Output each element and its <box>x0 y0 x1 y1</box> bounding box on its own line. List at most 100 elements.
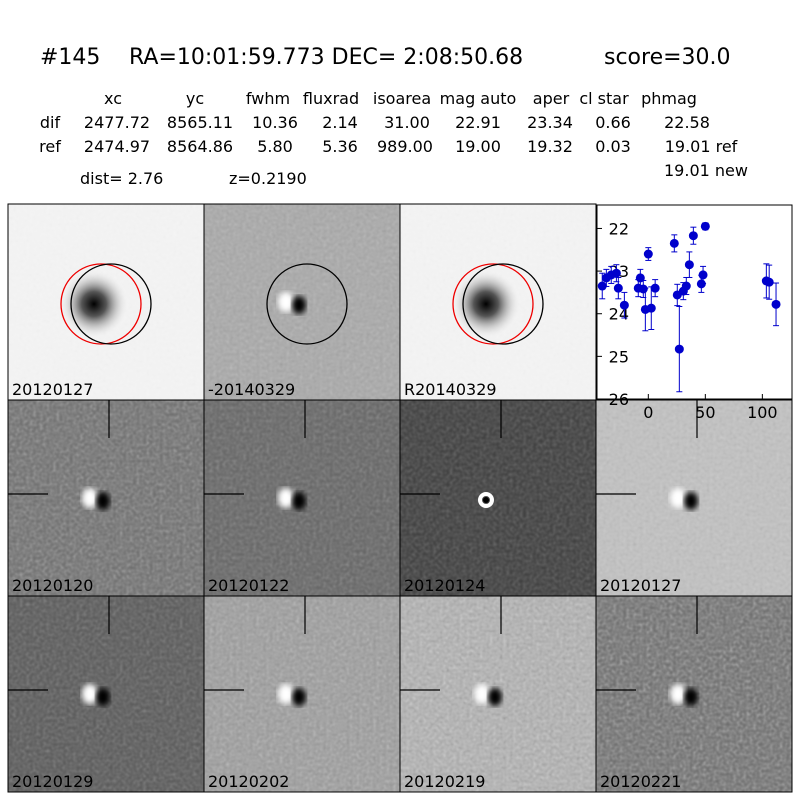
image-panel: 20120120 <box>7 399 205 597</box>
table-cell: 10.36 <box>252 113 298 132</box>
table-cell: 23.34 <box>527 113 573 132</box>
image-panel: 20120219 <box>399 595 597 793</box>
point <box>669 238 679 248</box>
source <box>59 269 129 339</box>
table-cell: 8565.11 <box>167 113 233 132</box>
column-header: fluxrad <box>303 89 359 108</box>
column-header: cl star <box>579 89 629 108</box>
source <box>451 269 521 339</box>
y-tick-label: 22 <box>609 219 629 238</box>
table-cell: 5.80 <box>257 137 293 156</box>
table-cell: dif <box>40 113 61 132</box>
point <box>611 268 621 278</box>
point <box>619 300 629 310</box>
table-cell: 22.91 <box>455 113 501 132</box>
redshift: z=0.2190 <box>229 169 307 188</box>
source-negative <box>488 688 502 706</box>
column-header: xc <box>104 89 122 108</box>
source-positive <box>82 488 98 508</box>
point <box>650 283 660 293</box>
image-panel: 20120127 <box>595 399 793 597</box>
source-negative <box>684 492 698 510</box>
image-panel: 20120127 <box>7 203 205 401</box>
point <box>638 284 648 294</box>
point <box>700 221 710 231</box>
source-positive <box>670 488 686 508</box>
x-tick-label: 100 <box>747 403 778 422</box>
panel-label: -20140329 <box>208 380 295 399</box>
point <box>771 299 781 309</box>
source-negative <box>96 492 110 510</box>
image-panel: 20120122 <box>203 399 401 597</box>
aperture-circle <box>266 263 348 345</box>
source-ring <box>478 492 494 508</box>
source-negative <box>96 688 110 706</box>
image-panel: 20120202 <box>203 595 401 793</box>
panel-label: 20120120 <box>12 576 93 595</box>
column-header: yc <box>186 89 204 108</box>
panel-label: 20120122 <box>208 576 289 595</box>
source-positive <box>474 684 490 704</box>
point <box>764 277 774 287</box>
candidate-id: #145 <box>40 45 100 70</box>
image-panel: R20140329 <box>399 203 597 401</box>
point <box>646 303 656 313</box>
light-curve: 2223242526050100 <box>596 204 793 422</box>
x-tick-label: 50 <box>695 403 715 422</box>
table-cell: 19.01 ref <box>665 137 738 156</box>
column-header: isoarea <box>373 89 431 108</box>
series <box>597 221 781 393</box>
panel-label: 20120127 <box>12 380 93 399</box>
distance: dist= 2.76 <box>80 169 163 188</box>
image-panel: 20120124 <box>399 399 597 597</box>
score: score=30.0 <box>604 45 731 70</box>
point <box>597 281 607 291</box>
table-cell: 989.00 <box>377 137 433 156</box>
source-negative <box>292 296 306 314</box>
source-positive <box>670 684 686 704</box>
table-cell: 31.00 <box>384 113 430 132</box>
source-positive <box>278 292 294 312</box>
table-cell: 19.00 <box>455 137 501 156</box>
table-cell: 19.32 <box>527 137 573 156</box>
y-tick-label: 25 <box>609 347 629 366</box>
point <box>613 283 623 293</box>
column-header: mag auto <box>440 89 517 108</box>
aperture-circle <box>70 263 152 345</box>
panel-label: 20120219 <box>404 772 485 791</box>
image-panel: -20140329 <box>203 203 401 401</box>
point <box>698 270 708 280</box>
source-negative <box>684 688 698 706</box>
source-positive <box>278 684 294 704</box>
source-positive <box>82 684 98 704</box>
panel-border <box>595 595 793 793</box>
table-cell: 8564.86 <box>167 137 233 156</box>
table-cell: ref <box>39 137 61 156</box>
panel-label: R20140329 <box>404 380 497 399</box>
source-positive <box>278 488 294 508</box>
aperture-circle <box>452 263 534 345</box>
point <box>684 260 694 270</box>
coordinates: RA=10:01:59.773 DEC= 2:08:50.68 <box>129 45 523 70</box>
table-cell: 2.14 <box>322 113 358 132</box>
panel-label: 20120129 <box>12 772 93 791</box>
point <box>681 281 691 291</box>
aperture-circle <box>462 263 544 345</box>
table-cell: 0.66 <box>595 113 631 132</box>
point <box>643 249 653 259</box>
aperture-circle <box>60 263 142 345</box>
source-negative <box>292 492 306 510</box>
x-tick-label: 0 <box>643 403 653 422</box>
panel-label: 20120202 <box>208 772 289 791</box>
source-core <box>483 497 489 503</box>
table-cell: 0.03 <box>595 137 631 156</box>
panel-noise <box>400 400 596 596</box>
column-header: fwhm <box>246 89 290 108</box>
point <box>688 231 698 241</box>
table-cell: 5.36 <box>322 137 358 156</box>
y-tick-label: 26 <box>609 390 629 409</box>
panel-label: 20120124 <box>404 576 485 595</box>
table-cell: 22.58 <box>664 113 710 132</box>
table-cell: 2477.72 <box>84 113 150 132</box>
